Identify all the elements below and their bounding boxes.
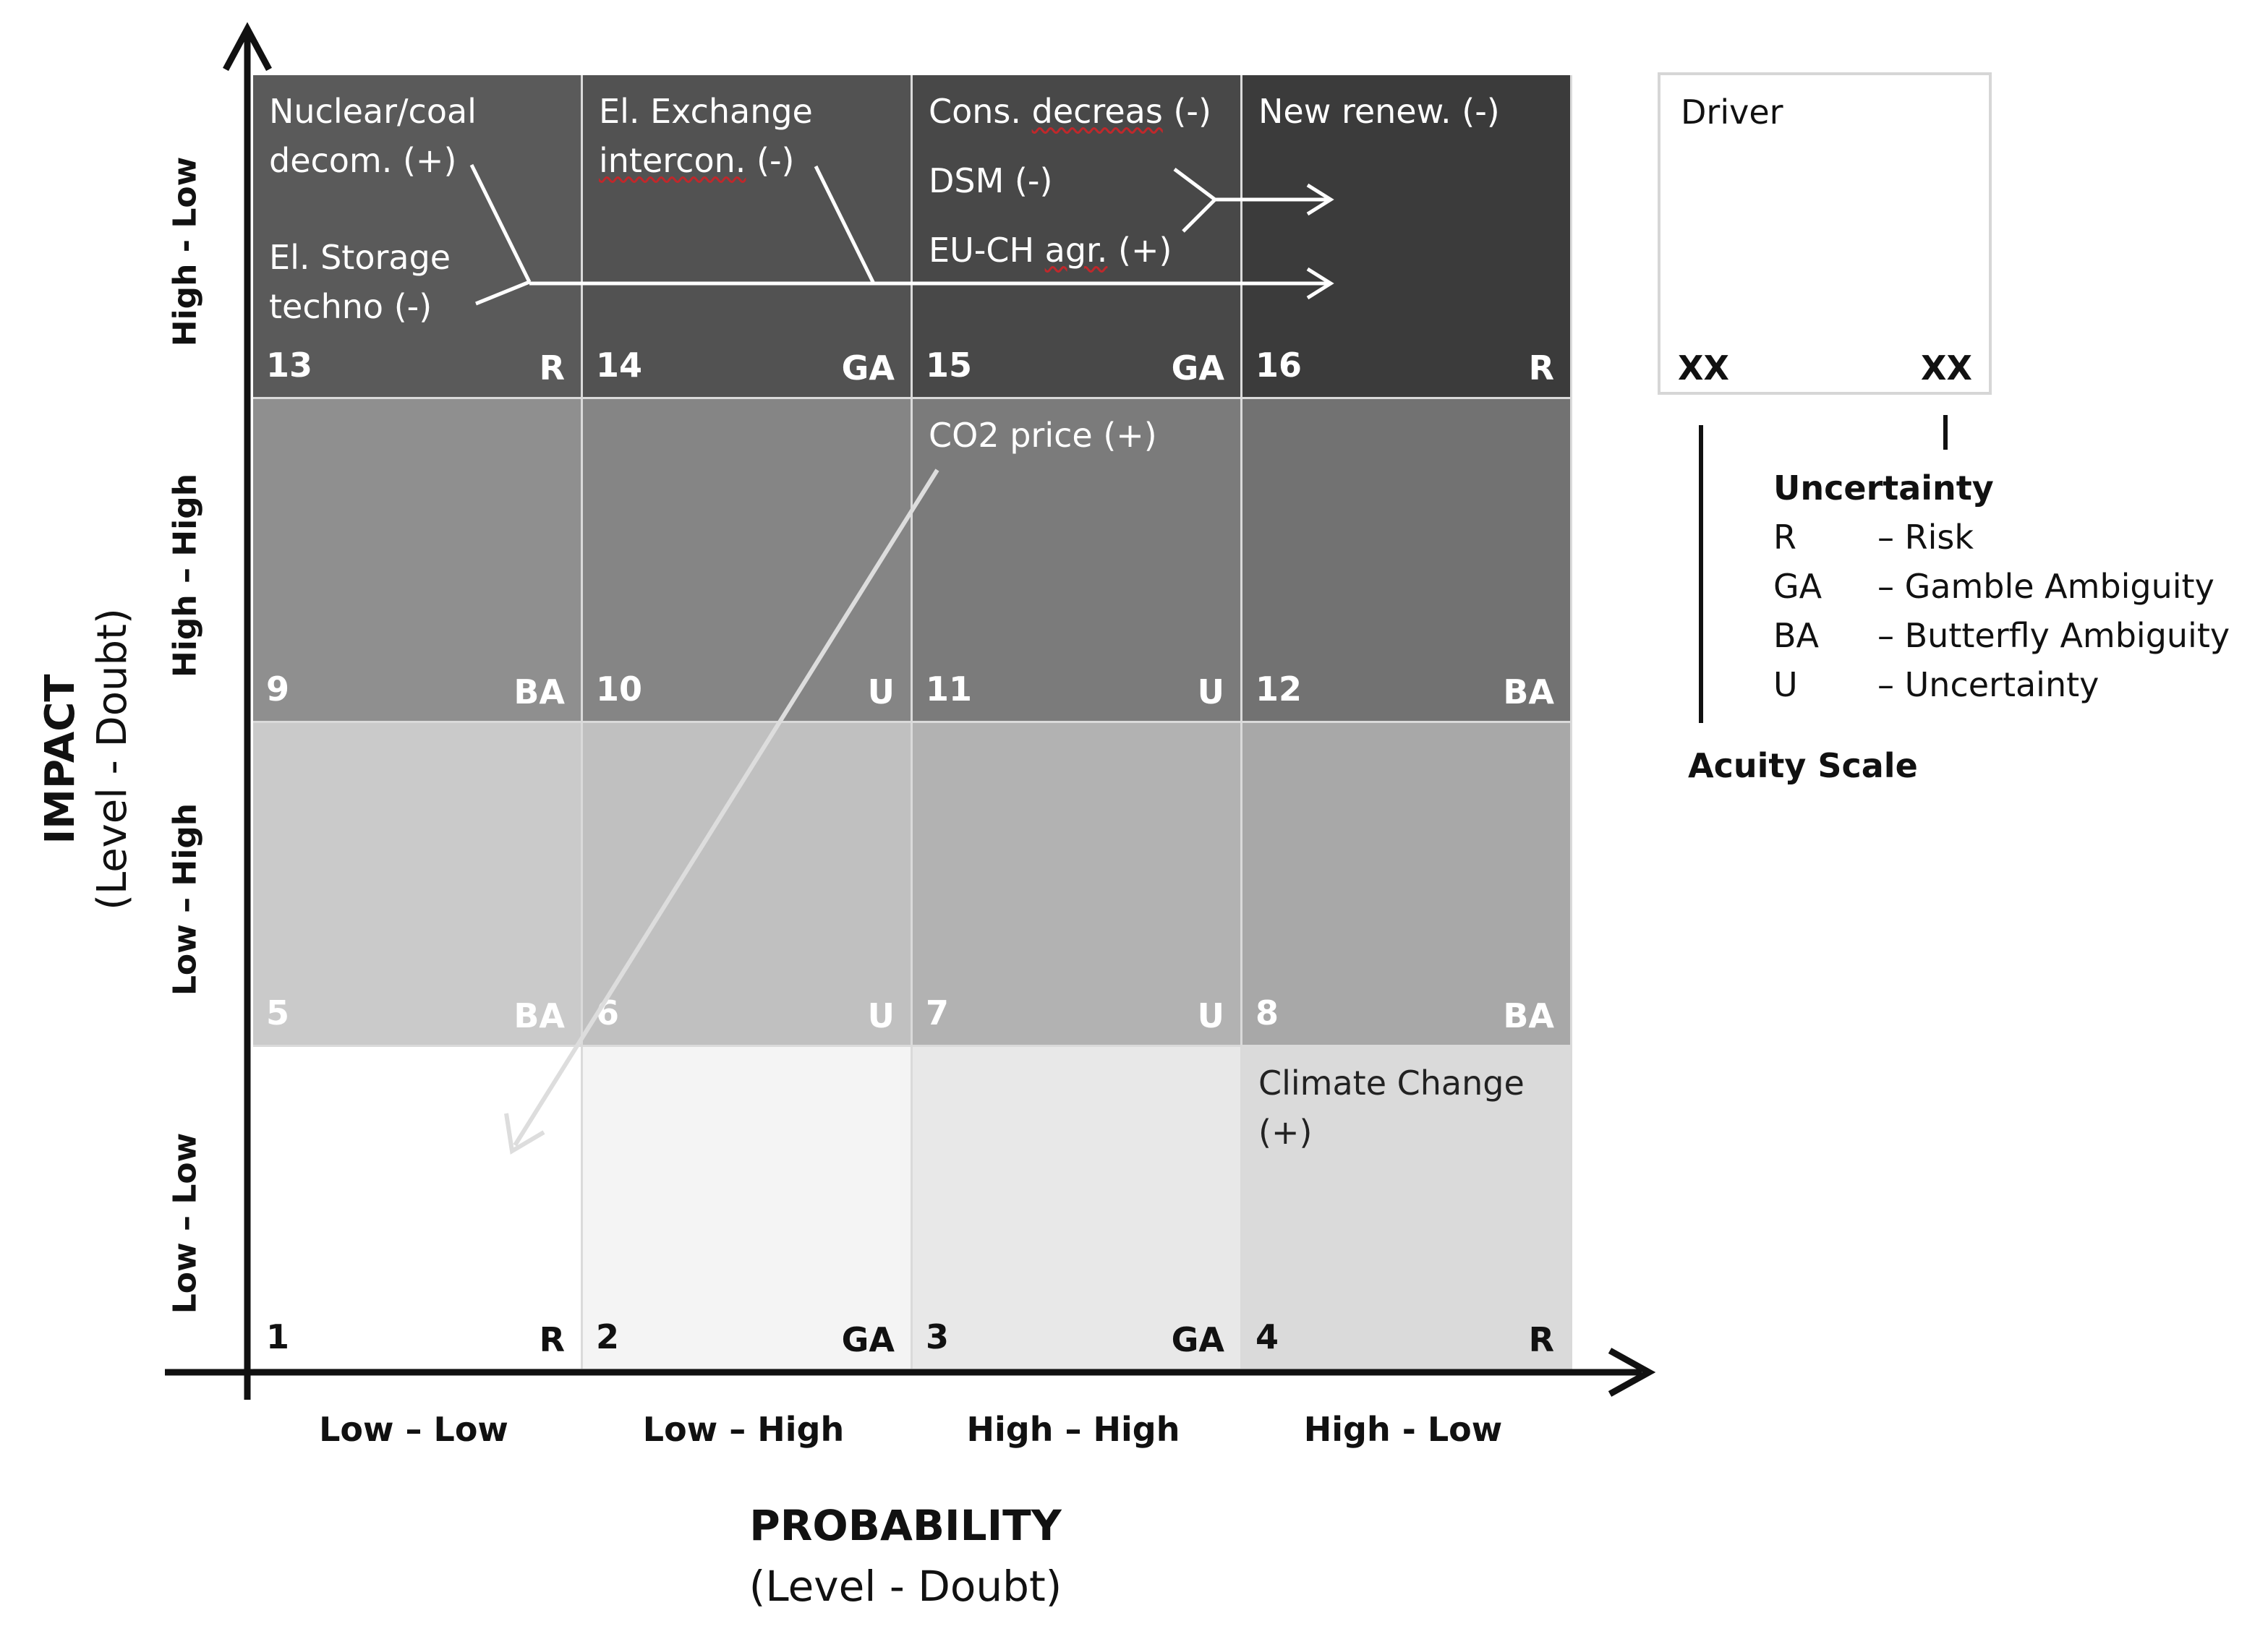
matrix-cell-9: 9 BA — [253, 399, 583, 723]
cell-uncertainty-code: R — [539, 348, 565, 388]
legend-driver-box: Driver XX XX — [1658, 72, 1992, 395]
cell-number: 13 — [266, 346, 313, 385]
y-axis — [223, 22, 272, 1400]
cell-uncertainty-code: GA — [1171, 348, 1224, 388]
driver-arrow-upper — [1215, 183, 1334, 216]
matrix-cell-13: 13 R — [253, 75, 583, 399]
driver-climate-change: Climate Change (+) — [1258, 1064, 1525, 1152]
cell-number: 15 — [926, 346, 973, 385]
cell-number: 5 — [266, 993, 290, 1032]
cell-uncertainty-code: U — [1197, 672, 1224, 711]
cell-number: 10 — [596, 670, 643, 709]
driver-arrow-lower — [529, 267, 1334, 300]
exchange-connector-line — [814, 165, 876, 285]
y-category-label: Low – Low — [166, 1132, 204, 1314]
legend-left-code: XX — [1678, 348, 1729, 388]
cell-number: 7 — [926, 993, 950, 1032]
legend-item-code: U — [1773, 665, 1798, 704]
storage-connector-line — [475, 280, 530, 306]
matrix-cell-15: 15 GA — [913, 75, 1242, 399]
driver-cons-decrease: Cons. decreas (-) — [929, 92, 1211, 131]
driver-dsm: DSM (-) — [929, 161, 1053, 200]
driver-el-storage: El. Storage techno (-) — [269, 238, 451, 326]
legend-item-label: – Gamble Ambiguity — [1877, 567, 2214, 606]
legend-item-label: – Uncertainty — [1877, 665, 2099, 704]
cell-number: 12 — [1256, 670, 1303, 709]
cell-uncertainty-code: U — [867, 672, 895, 711]
y-axis-title-block: IMPACT (Level - Doubt) — [35, 608, 139, 910]
cell-number: 3 — [926, 1317, 950, 1356]
x-axis-subtitle: (Level - Doubt) — [749, 1562, 1062, 1611]
driver-new-renewables: New renew. (-) — [1258, 92, 1500, 131]
legend-acuity-title: Acuity Scale — [1688, 746, 1918, 785]
driver-el-exchange: El. Exchange intercon. (-) — [599, 92, 813, 180]
matrix-cell-16: 16 R — [1242, 75, 1572, 399]
legend-item-code: GA — [1773, 567, 1822, 606]
x-axis-title: PROBABILITY — [749, 1501, 1062, 1550]
cell-number: 11 — [926, 670, 973, 709]
cell-uncertainty-code: BA — [513, 672, 565, 711]
cell-uncertainty-code: R — [539, 1320, 565, 1359]
legend-right-code: XX — [1921, 348, 1972, 388]
x-axis-title-block: PROBABILITY (Level - Doubt) — [749, 1495, 1062, 1617]
y-category-label: Low – High — [166, 803, 204, 996]
driver-eu-ch-agreement: EU-CH agr. (+) — [929, 231, 1172, 270]
driver-co2-price: CO2 price (+) — [929, 416, 1157, 455]
driver-connector-lines — [469, 163, 1216, 306]
cell-uncertainty-code: BA — [1503, 672, 1554, 711]
matrix-cell-5: 5 BA — [253, 723, 583, 1047]
cell-number: 2 — [596, 1317, 620, 1356]
cell-number: 1 — [266, 1317, 290, 1356]
matrix-cell-12: 12 BA — [1242, 399, 1572, 723]
y-axis-title: IMPACT — [37, 674, 84, 844]
legend-item-label: – Risk — [1877, 518, 1974, 557]
cell-uncertainty-code: GA — [841, 348, 895, 388]
matrix-cell-10: 10 U — [583, 399, 913, 723]
x-category-label: Low – High — [642, 1410, 845, 1449]
legend-item-label: – Butterfly Ambiguity — [1877, 616, 2230, 655]
y-category-label: High - Low — [166, 156, 204, 347]
euch-connector-line — [1182, 198, 1216, 233]
legend-uncertainty-title: Uncertainty — [1773, 469, 1994, 508]
x-axis — [165, 1348, 1656, 1397]
legend-driver-label: Driver — [1681, 93, 1783, 132]
co2-price-arrow — [504, 469, 939, 1155]
x-category-label: High - Low — [1303, 1410, 1503, 1449]
legend-item-code: R — [1773, 518, 1796, 557]
matrix-cell-8: 8 BA — [1242, 723, 1572, 1047]
y-category-label: High – High — [166, 473, 204, 678]
matrix-cell-2: 2 GA — [583, 1047, 913, 1371]
matrix-cell-14: 14 GA — [583, 75, 913, 399]
cell-uncertainty-code: BA — [1503, 996, 1554, 1035]
driver-nuclear-decom: Nuclear/coal decom. (+) — [269, 92, 477, 180]
cell-uncertainty-code: BA — [513, 996, 565, 1035]
cell-number: 9 — [266, 670, 290, 709]
legend-item-code: BA — [1773, 616, 1820, 655]
cell-uncertainty-code: U — [867, 996, 895, 1035]
cell-number: 16 — [1256, 346, 1303, 385]
cell-uncertainty-code: GA — [1171, 1320, 1224, 1359]
dsm-connector-line — [1173, 168, 1216, 201]
cell-uncertainty-code: R — [1528, 1320, 1554, 1359]
y-axis-subtitle: (Level - Doubt) — [89, 608, 136, 910]
x-category-label: High – High — [966, 1410, 1180, 1449]
matrix-cell-11: 11 U — [913, 399, 1242, 723]
x-category-label: Low – Low — [319, 1410, 508, 1449]
cell-number: 4 — [1256, 1317, 1279, 1356]
cell-uncertainty-code: U — [1197, 996, 1224, 1035]
nuclear-connector-line — [469, 163, 532, 283]
cell-uncertainty-code: R — [1528, 348, 1554, 388]
cell-number: 8 — [1256, 993, 1279, 1032]
cell-uncertainty-code: GA — [841, 1320, 895, 1359]
cell-number: 14 — [596, 346, 643, 385]
